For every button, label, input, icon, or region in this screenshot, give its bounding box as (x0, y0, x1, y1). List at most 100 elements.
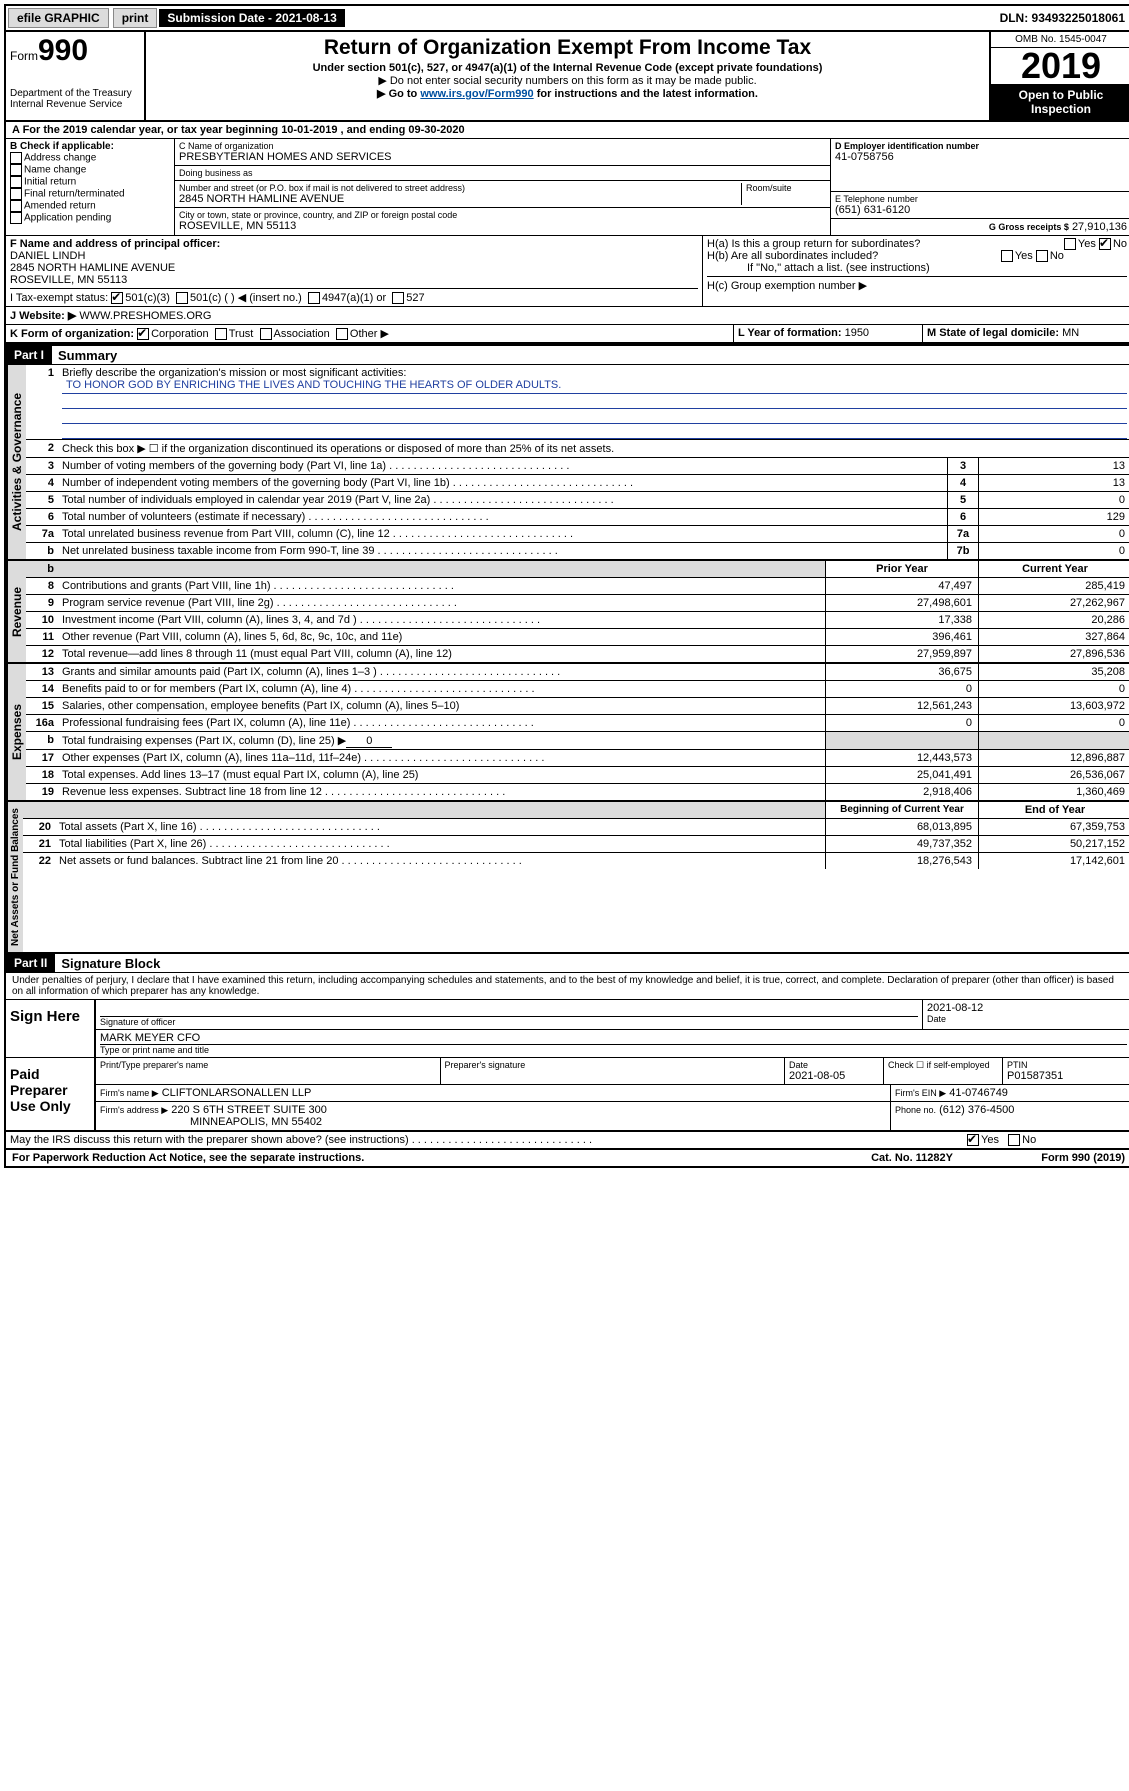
line17-curr: 12,896,887 (978, 750, 1129, 766)
section-revenue: Revenue bPrior YearCurrent Year 8Contrib… (4, 561, 1129, 664)
subtitle-3: ▶ Go to www.irs.gov/Form990 for instruct… (152, 87, 983, 100)
section-netassets: Net Assets or Fund Balances Beginning of… (4, 802, 1129, 954)
goto-suffix: for instructions and the latest informat… (534, 88, 758, 100)
chk-discuss-no[interactable] (1008, 1134, 1020, 1146)
chk-other[interactable] (336, 328, 348, 340)
line6-val: 129 (978, 509, 1129, 525)
top-toolbar[interactable]: efile GRAPHIC print Submission Date - 20… (4, 4, 1129, 32)
row-klm: K Form of organization: Corporation Trus… (4, 325, 1129, 344)
sign-date-label: Date (927, 1014, 1127, 1024)
line8-label: Contributions and grants (Part VIII, lin… (62, 580, 271, 592)
cat-no: Cat. No. 11282Y (865, 1150, 959, 1166)
room-label: Room/suite (746, 183, 826, 193)
chk-ha-yes[interactable] (1064, 238, 1076, 250)
line7a-label: Total unrelated business revenue from Pa… (62, 528, 390, 540)
line12-curr: 27,896,536 (978, 646, 1129, 662)
irs-link[interactable]: www.irs.gov/Form990 (420, 88, 533, 100)
print-button[interactable]: print (113, 8, 158, 28)
lbl-address-change: Address change (24, 153, 96, 164)
line3: Number of voting members of the governin… (58, 458, 947, 474)
chk-501c3[interactable] (111, 292, 123, 304)
lbl-name-change: Name change (24, 165, 86, 176)
exempt-label: I Tax-exempt status: (10, 292, 108, 304)
h-b: H(b) Are all subordinates included? Yes … (707, 250, 1127, 262)
line16a: Professional fundraising fees (Part IX, … (58, 715, 825, 731)
box-b: B Check if applicable: Address change Na… (6, 139, 175, 235)
chk-4947[interactable] (308, 292, 320, 304)
line10: Investment income (Part VIII, column (A)… (58, 612, 825, 628)
chk-501c[interactable] (176, 292, 188, 304)
chk-527[interactable] (392, 292, 404, 304)
chk-amended[interactable] (10, 200, 22, 212)
website-value: WWW.PRESHOMES.ORG (79, 310, 211, 322)
line15-curr: 13,603,972 (978, 698, 1129, 714)
hb-no: No (1050, 250, 1064, 262)
chk-final[interactable] (10, 188, 22, 200)
m-label: M State of legal domicile: (927, 327, 1059, 339)
part2-num: Part II (6, 954, 55, 972)
mission-blank-3 (62, 424, 1127, 439)
website-label: J Website: ▶ (10, 310, 76, 322)
discuss-row: May the IRS discuss this return with the… (4, 1132, 1129, 1149)
line11-prior: 396,461 (825, 629, 978, 645)
org-name: PRESBYTERIAN HOMES AND SERVICES (179, 151, 826, 163)
line19-prior: 2,918,406 (825, 784, 978, 800)
ha-yes: Yes (1078, 238, 1096, 250)
line15-prior: 12,561,243 (825, 698, 978, 714)
ptin-value: P01587351 (1007, 1070, 1127, 1082)
org-name-label: C Name of organization (179, 141, 826, 151)
tab-revenue: Revenue (6, 561, 26, 662)
lbl-501c: 501(c) ( ) ◀ (insert no.) (190, 292, 302, 304)
chk-trust[interactable] (215, 328, 227, 340)
row-a-taxyear: A For the 2019 calendar year, or tax yea… (4, 122, 1129, 139)
line11-curr: 327,864 (978, 629, 1129, 645)
chk-ha-no[interactable] (1099, 238, 1111, 250)
dln: DLN: 93493225018061 (1000, 11, 1129, 25)
hb-yes: Yes (1015, 250, 1033, 262)
chk-address-change[interactable] (10, 152, 22, 164)
line13-prior: 36,675 (825, 664, 978, 680)
part2-header: Part II Signature Block (4, 954, 1129, 973)
chk-hb-no[interactable] (1036, 250, 1048, 262)
line18-label: Total expenses. Add lines 13–17 (must eq… (58, 767, 825, 783)
signature-table: Sign Here Signature of officer 2021-08-1… (4, 999, 1129, 1132)
line16b-curr-shade (978, 732, 1129, 749)
line8-prior: 47,497 (825, 578, 978, 594)
discuss-no: No (1022, 1134, 1036, 1146)
line9-label: Program service revenue (Part VIII, line… (62, 597, 274, 609)
form-footer: For Paperwork Reduction Act Notice, see … (4, 1149, 1129, 1168)
line19-label: Revenue less expenses. Subtract line 18 … (62, 786, 322, 798)
chk-name-change[interactable] (10, 164, 22, 176)
efile-button[interactable]: efile GRAPHIC (8, 8, 109, 28)
line10-prior: 17,338 (825, 612, 978, 628)
officer-label: F Name and address of principal officer: (10, 238, 698, 250)
chk-application[interactable] (10, 212, 22, 224)
mission-blank-1 (62, 394, 1127, 409)
chk-assoc[interactable] (260, 328, 272, 340)
line21-beg: 49,737,352 (825, 836, 978, 852)
box-c: C Name of organization PRESBYTERIAN HOME… (175, 139, 831, 235)
line21-label: Total liabilities (Part X, line 26) (59, 838, 206, 850)
line16b-label: Total fundraising expenses (Part IX, col… (62, 735, 346, 747)
line7a: Total unrelated business revenue from Pa… (58, 526, 947, 542)
box-de: D Employer identification number 41-0758… (831, 139, 1129, 235)
firm-city: MINNEAPOLIS, MN 55402 (100, 1116, 886, 1128)
paid-preparer-label: Paid Preparer Use Only (6, 1058, 96, 1130)
section-governance: Activities & Governance 1 Briefly descri… (4, 365, 1129, 561)
lbl-assoc: Association (274, 328, 330, 340)
row-j: J Website: ▶ WWW.PRESHOMES.ORG (4, 307, 1129, 325)
chk-hb-yes[interactable] (1001, 250, 1013, 262)
officer-signature[interactable] (100, 1002, 918, 1017)
line9: Program service revenue (Part VIII, line… (58, 595, 825, 611)
line14-curr: 0 (978, 681, 1129, 697)
chk-discuss-yes[interactable] (967, 1134, 979, 1146)
h-a: H(a) Is this a group return for subordin… (707, 238, 1127, 250)
rev-hdr-spacer (58, 561, 825, 577)
line9-prior: 27,498,601 (825, 595, 978, 611)
firm-name-label: Firm's name ▶ (100, 1088, 159, 1098)
sign-here-label: Sign Here (6, 1000, 96, 1057)
line8-curr: 285,419 (978, 578, 1129, 594)
chk-corp[interactable] (137, 328, 149, 340)
part1-num: Part I (6, 346, 52, 364)
chk-initial[interactable] (10, 176, 22, 188)
